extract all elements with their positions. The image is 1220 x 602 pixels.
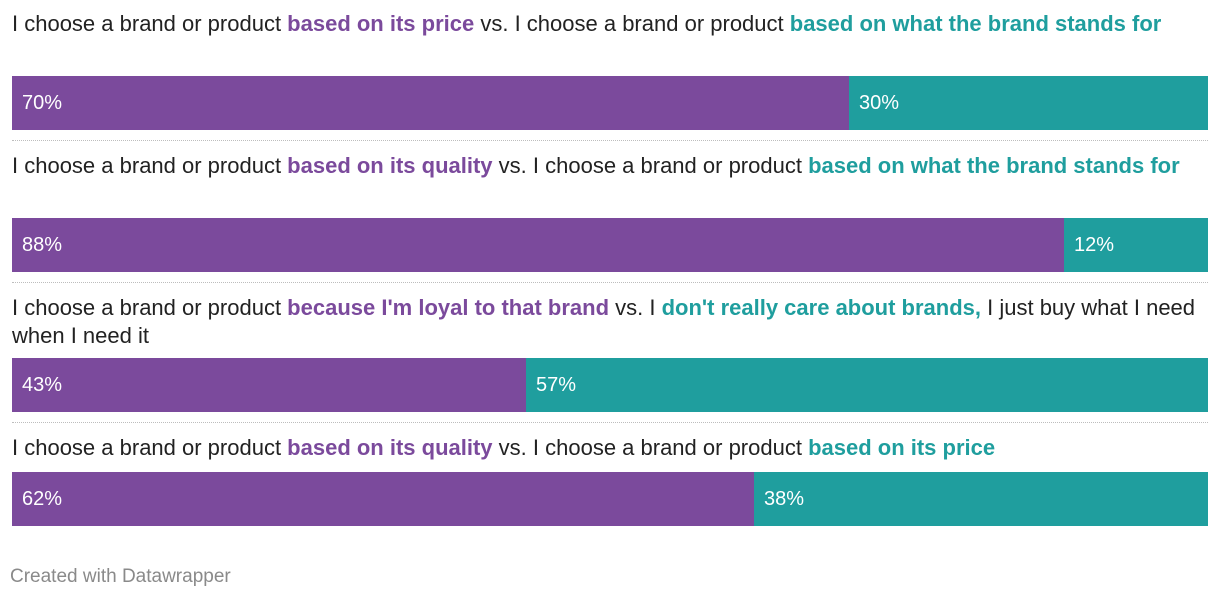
row-label: I choose a brand or product based on its…	[12, 10, 1208, 38]
label-text: I choose a brand or product	[12, 435, 288, 460]
label-text: vs. I	[609, 295, 662, 320]
label-highlight-right: based on what the brand stands for	[808, 153, 1180, 178]
label-text: I choose a brand or product	[12, 295, 288, 320]
bar-value-label: 30%	[859, 92, 900, 114]
datawrapper-credit[interactable]: Created with Datawrapper	[10, 566, 231, 587]
bar-segment-right: 30%	[849, 76, 1208, 130]
bar-value-label: 38%	[764, 488, 805, 510]
label-highlight-right: don't really care about brands,	[661, 295, 982, 320]
label-highlight-left: based on its price	[287, 11, 475, 36]
label-text: vs. I choose a brand or product	[474, 11, 790, 36]
bar-value-label: 62%	[22, 488, 63, 510]
row-separator	[12, 422, 1208, 423]
label-text: I choose a brand or product	[12, 11, 288, 36]
label-text: vs. I choose a brand or product	[492, 153, 809, 178]
stacked-bar: 70% 30%	[12, 76, 1208, 130]
label-highlight-left: because I'm loyal to that brand	[287, 295, 610, 320]
stacked-bar: 62% 38%	[12, 472, 1208, 526]
label-text: vs. I choose a brand or product	[492, 435, 809, 460]
stacked-bar: 43% 57%	[12, 358, 1208, 412]
bar-segment-right: 38%	[754, 472, 1208, 526]
label-highlight-left: based on its quality	[287, 153, 493, 178]
bar-segment-left: 62%	[12, 472, 754, 526]
bar-segment-right: 57%	[526, 358, 1208, 412]
bar-segment-left: 43%	[12, 358, 526, 412]
bar-segment-left: 70%	[12, 76, 849, 130]
row-separator	[12, 282, 1208, 283]
row-label: I choose a brand or product because I'm …	[12, 294, 1208, 350]
row-label: I choose a brand or product based on its…	[12, 152, 1208, 180]
bar-segment-right: 12%	[1064, 218, 1208, 272]
bar-value-label: 57%	[536, 374, 577, 396]
bar-value-label: 12%	[1074, 234, 1115, 256]
bar-value-label: 70%	[22, 92, 63, 114]
bar-value-label: 88%	[22, 234, 63, 256]
label-text: I just buy what I need when I need it	[12, 295, 1196, 348]
label-highlight-left: based on its quality	[287, 435, 493, 460]
label-highlight-right: based on what the brand stands for	[789, 11, 1162, 36]
stacked-bar: 88% 12%	[12, 218, 1208, 272]
row-label: I choose a brand or product based on its…	[12, 434, 1208, 462]
label-text: I choose a brand or product	[12, 153, 288, 178]
bar-segment-left: 88%	[12, 218, 1064, 272]
bar-value-label: 43%	[22, 374, 63, 396]
label-highlight-right: based on its price	[808, 435, 996, 460]
row-separator	[12, 140, 1208, 141]
